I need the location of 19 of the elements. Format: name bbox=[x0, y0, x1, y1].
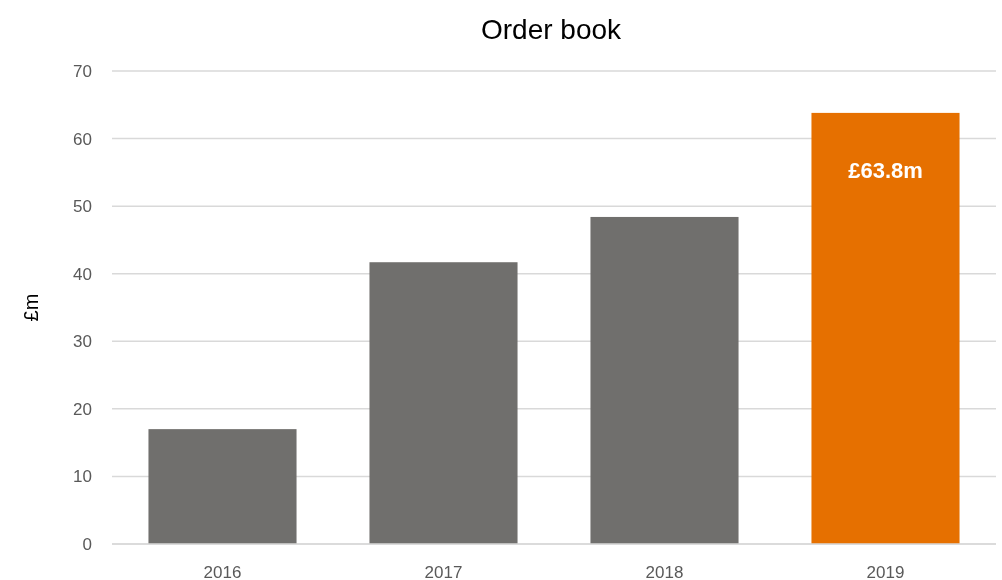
bar bbox=[369, 262, 518, 544]
y-axis-title: £m bbox=[20, 293, 42, 322]
bar bbox=[811, 112, 960, 544]
data-label: £63.8m bbox=[848, 157, 923, 183]
y-tick-label: 10 bbox=[73, 467, 92, 487]
y-tick-label: 30 bbox=[73, 332, 92, 352]
y-tick-label: 0 bbox=[82, 535, 92, 554]
y-tick-label: 40 bbox=[73, 264, 92, 284]
chart-title: Order book bbox=[480, 14, 623, 45]
x-tick-label: 2016 bbox=[203, 563, 242, 580]
y-tick-label: 60 bbox=[73, 129, 92, 149]
x-tick-label: 2018 bbox=[645, 563, 684, 580]
x-tick-label: 2017 bbox=[424, 563, 463, 580]
y-tick-label: 50 bbox=[73, 197, 92, 217]
bar bbox=[148, 429, 297, 544]
y-tick-label: 70 bbox=[73, 62, 92, 81]
bar bbox=[590, 216, 739, 544]
y-tick-label: 20 bbox=[73, 399, 92, 419]
x-tick-label: 2019 bbox=[866, 563, 905, 580]
